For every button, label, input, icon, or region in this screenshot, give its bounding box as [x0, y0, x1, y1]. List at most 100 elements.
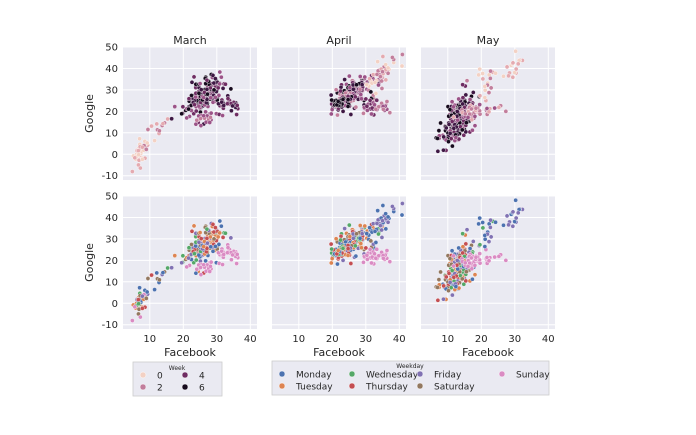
data-point	[470, 90, 476, 95]
data-point	[221, 252, 227, 257]
data-point	[353, 104, 359, 110]
data-point	[340, 97, 346, 102]
data-point	[335, 248, 341, 253]
data-point	[455, 117, 461, 123]
data-point	[354, 231, 359, 237]
data-point	[160, 121, 166, 126]
y-tick-label: 30	[105, 85, 118, 96]
data-point	[359, 96, 364, 102]
data-point	[456, 245, 461, 251]
data-point	[449, 248, 455, 254]
data-point	[399, 212, 405, 218]
data-point	[169, 116, 174, 122]
data-point	[379, 78, 384, 84]
data-point	[460, 231, 465, 236]
data-point	[145, 276, 151, 281]
data-point	[328, 241, 334, 247]
legend-frame	[132, 361, 223, 397]
data-point	[510, 74, 516, 80]
data-point	[197, 230, 203, 235]
data-point	[180, 104, 186, 110]
data-point	[204, 77, 210, 83]
data-point	[184, 115, 190, 121]
data-point	[194, 117, 200, 123]
data-point	[380, 203, 386, 208]
legend-marker	[278, 370, 286, 378]
legend-label: 2	[157, 384, 163, 394]
data-point	[362, 74, 368, 80]
x-tick-label: 40	[244, 334, 257, 345]
data-point	[451, 104, 456, 110]
data-point	[351, 86, 356, 92]
data-point	[451, 114, 456, 120]
data-point	[208, 264, 213, 269]
data-point	[130, 318, 135, 323]
legend-title: Weekday	[396, 363, 424, 370]
legend-label: 0	[157, 372, 163, 382]
data-point	[503, 258, 509, 263]
data-point	[217, 81, 222, 87]
data-point	[130, 169, 135, 174]
data-point	[198, 87, 204, 92]
data-point	[482, 87, 488, 93]
data-point	[492, 105, 497, 111]
data-point	[340, 246, 346, 251]
data-point	[400, 201, 405, 206]
data-point	[367, 225, 372, 230]
x-axis-label: Facebook	[462, 346, 514, 359]
panel-title: March	[173, 34, 207, 47]
data-point	[217, 218, 223, 224]
legend-label: Saturday	[434, 383, 475, 393]
legend-title: Week	[169, 365, 186, 372]
data-point	[493, 219, 498, 225]
data-point	[165, 265, 170, 271]
y-tick-label: 10	[105, 128, 118, 139]
data-point	[208, 259, 214, 265]
data-point	[216, 93, 222, 98]
data-point	[447, 280, 453, 285]
data-point	[384, 248, 390, 253]
data-point	[213, 225, 218, 230]
data-point	[513, 197, 518, 203]
y-axis-label: Google	[83, 243, 96, 282]
data-point	[338, 233, 344, 239]
data-point	[456, 96, 461, 102]
data-point	[335, 112, 340, 118]
data-point	[186, 245, 192, 251]
data-point	[220, 86, 226, 91]
y-tick-label: 20	[105, 107, 118, 118]
week-legend: Week 0 2 4 6	[132, 361, 223, 397]
data-point	[503, 109, 509, 114]
data-point	[376, 253, 382, 259]
data-point	[229, 257, 234, 263]
data-point	[399, 63, 405, 69]
data-point	[449, 99, 455, 105]
data-point	[451, 263, 456, 269]
weekday-legend: Weekday Monday Tuesday Wednesday Thursday Fri…	[271, 360, 550, 396]
data-point	[465, 264, 471, 269]
data-point	[460, 244, 466, 249]
data-point	[384, 99, 390, 104]
data-point	[462, 111, 468, 117]
data-point	[228, 235, 234, 241]
points-group	[433, 197, 525, 303]
data-point	[219, 248, 225, 254]
data-point	[132, 304, 138, 310]
legend-label: Friday	[434, 371, 462, 381]
data-point	[441, 296, 446, 302]
data-point	[372, 102, 377, 108]
data-point	[463, 92, 469, 98]
data-point	[328, 92, 334, 98]
data-point	[367, 98, 373, 103]
data-point	[381, 107, 386, 112]
data-point	[504, 213, 510, 219]
data-point	[446, 271, 452, 276]
data-point	[220, 235, 226, 240]
data-point	[446, 288, 451, 293]
data-point	[228, 86, 234, 92]
data-point	[359, 245, 364, 251]
data-point	[340, 258, 346, 263]
data-point	[482, 84, 488, 89]
data-point	[460, 82, 465, 87]
